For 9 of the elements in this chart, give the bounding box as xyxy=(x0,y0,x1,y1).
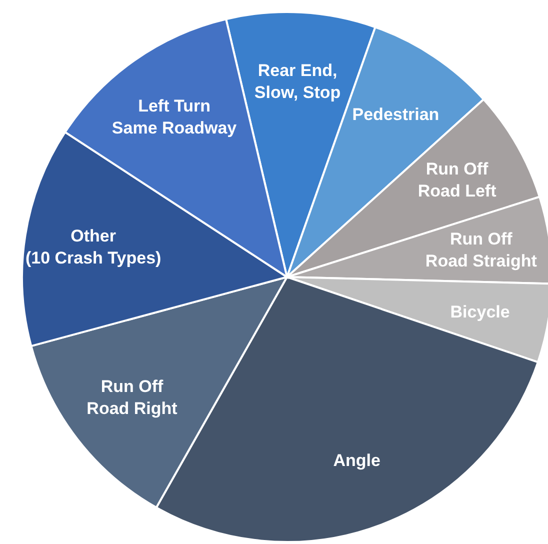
slice-label: Bicycle xyxy=(450,302,510,321)
slice-label: Other (10 Crash Types) xyxy=(25,226,162,267)
slice-label: Run Off Road Straight xyxy=(425,228,538,270)
slice-label: Run Off Road Right xyxy=(86,376,178,418)
slice-label: Run Off Road Left xyxy=(418,158,497,200)
slice-label: Angle xyxy=(333,450,380,470)
slice-label: Rear End, Slow, Stop xyxy=(254,60,341,102)
slice-label: Pedestrian xyxy=(352,104,440,124)
slice-label: Left Turn Same Roadway xyxy=(112,96,238,138)
